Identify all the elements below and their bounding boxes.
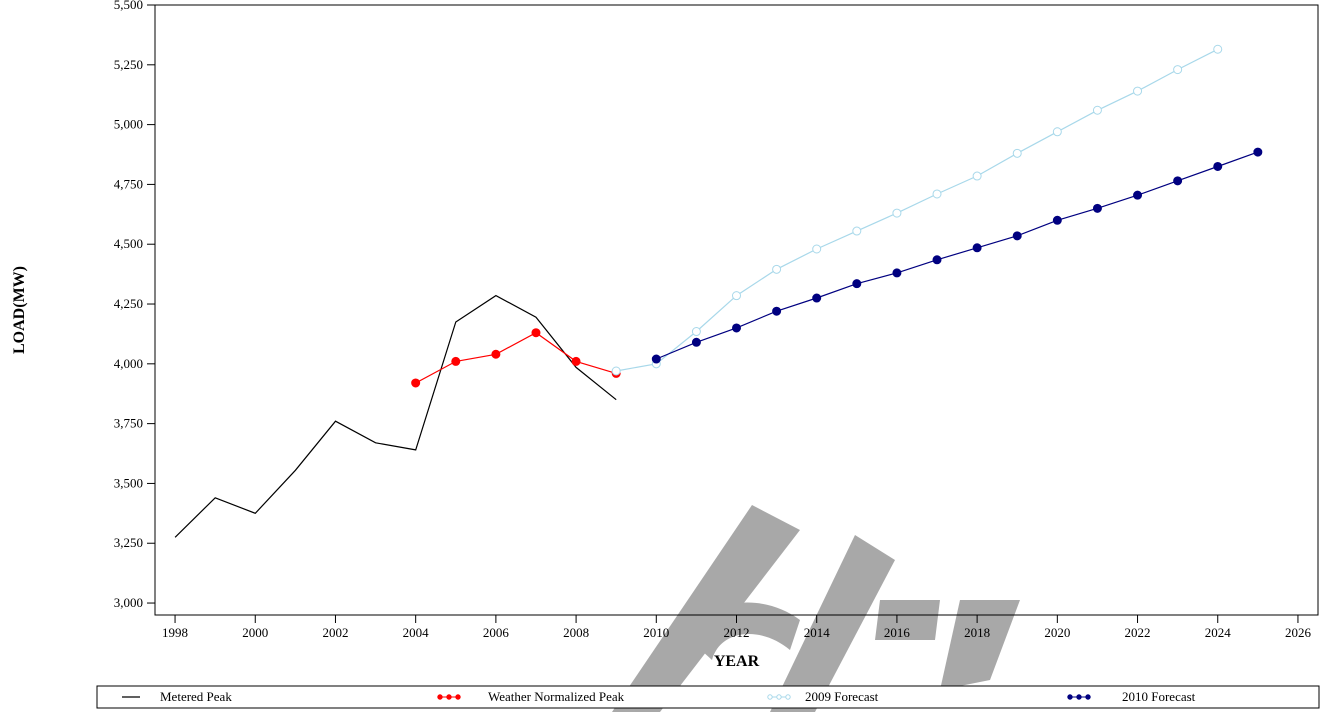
- x-tick-label: 2022: [1125, 625, 1151, 640]
- legend-marker: [446, 694, 452, 700]
- legend-label: Metered Peak: [160, 689, 232, 704]
- legend-marker: [785, 694, 791, 700]
- data-point: [1173, 65, 1183, 75]
- x-axis-title: YEAR: [714, 653, 760, 670]
- series-layer: [174, 44, 1263, 538]
- data-point: [1253, 147, 1263, 157]
- y-tick-label: 4,750: [114, 176, 143, 191]
- x-tick-label: 2014: [804, 625, 831, 640]
- legend-marker: [1076, 694, 1082, 700]
- plot-border: [154, 4, 1319, 616]
- legend-marker: [437, 694, 443, 700]
- x-tick-label: 2020: [1044, 625, 1070, 640]
- x-tick-label: 2024: [1205, 625, 1232, 640]
- y-tick-label: 4,000: [114, 356, 143, 371]
- y-axis: 3,000 3,250 3,500 3,750 4,000 4,250 4,500 4,750…: [114, 0, 155, 610]
- series-line: [656, 151, 1259, 360]
- data-point: [1092, 203, 1102, 213]
- data-point: [972, 171, 982, 181]
- data-point: [732, 323, 741, 333]
- x-tick-label: 2016: [884, 625, 911, 640]
- data-point: [1173, 176, 1183, 186]
- legend-label: Weather Normalized Peak: [488, 689, 625, 704]
- data-point: [531, 328, 541, 338]
- legend-marker: [1067, 694, 1073, 700]
- legend-marker: [767, 694, 773, 700]
- data-point: [972, 243, 982, 253]
- data-point: [411, 378, 421, 388]
- data-point: [812, 293, 822, 303]
- x-tick-label: 2018: [964, 625, 990, 640]
- data-point: [1213, 161, 1223, 171]
- x-tick-label: 2010: [643, 625, 669, 640]
- data-point: [1012, 231, 1022, 241]
- data-point: [571, 356, 581, 366]
- x-tick-label: 2006: [483, 625, 510, 640]
- data-point: [1092, 105, 1102, 115]
- x-tick-label: 2000: [242, 625, 268, 640]
- series-line: [174, 294, 617, 538]
- legend-item: 2010 Forecast: [1067, 689, 1196, 704]
- series-metered-peak: [174, 294, 617, 538]
- data-point: [932, 189, 942, 199]
- data-point: [892, 208, 902, 218]
- series-weather-normalized-peak: [411, 328, 621, 388]
- data-point: [1052, 127, 1062, 137]
- x-tick-label: 2004: [403, 625, 430, 640]
- data-point: [491, 349, 501, 359]
- plot-area: [154, 4, 1319, 616]
- series-2010-forecast: [651, 147, 1263, 364]
- data-point: [691, 337, 701, 347]
- legend-label: 2010 Forecast: [1122, 689, 1196, 704]
- x-tick-label: 1998: [162, 625, 188, 640]
- data-point: [892, 268, 902, 278]
- data-point: [732, 291, 741, 301]
- series-2009-forecast: [611, 44, 1223, 376]
- x-tick-label: 2002: [322, 625, 348, 640]
- y-tick-label: 5,000: [114, 117, 143, 132]
- y-tick-label: 3,250: [114, 535, 143, 550]
- data-point: [852, 279, 862, 289]
- data-point: [691, 327, 701, 337]
- legend-marker: [1085, 694, 1091, 700]
- data-point: [651, 354, 661, 364]
- legend-marker: [455, 694, 461, 700]
- legend-item: Weather Normalized Peak: [437, 689, 625, 704]
- x-tick-label: 2026: [1285, 625, 1312, 640]
- data-point: [451, 356, 461, 366]
- data-point: [1052, 215, 1062, 225]
- data-point: [1213, 44, 1223, 54]
- data-point: [1133, 190, 1143, 200]
- legend-item: Metered Peak: [122, 689, 232, 704]
- y-tick-label: 5,250: [114, 57, 143, 72]
- data-point: [1133, 86, 1143, 96]
- y-tick-label: 3,000: [114, 595, 143, 610]
- series-line: [415, 331, 617, 384]
- data-point: [852, 226, 862, 236]
- data-point: [772, 306, 782, 316]
- y-axis-title: LOAD(MW): [11, 266, 28, 354]
- y-tick-label: 3,750: [114, 416, 143, 431]
- legend-label: 2009 Forecast: [805, 689, 879, 704]
- data-point: [772, 264, 782, 274]
- data-point: [932, 255, 942, 265]
- series-line: [616, 48, 1218, 372]
- data-point: [1012, 148, 1022, 158]
- draft-watermark: [612, 505, 1020, 712]
- x-tick-label: 2012: [724, 625, 750, 640]
- data-point: [812, 244, 822, 254]
- legend-item: 2009 Forecast: [767, 689, 879, 704]
- x-tick-label: 2008: [563, 625, 589, 640]
- y-tick-label: 4,250: [114, 296, 143, 311]
- y-tick-label: 4,500: [114, 236, 143, 251]
- legend-marker: [776, 694, 782, 700]
- data-point: [611, 366, 621, 376]
- legend-box: [96, 685, 1320, 709]
- y-tick-label: 5,500: [114, 0, 143, 12]
- legend: Metered Peak Weather Normalized Peak 2009 …: [96, 685, 1320, 709]
- x-axis: 1998 2000 2002 2004 2006 2008 2010 2012 2014 2016…: [162, 615, 1311, 640]
- y-tick-label: 3,500: [114, 475, 143, 490]
